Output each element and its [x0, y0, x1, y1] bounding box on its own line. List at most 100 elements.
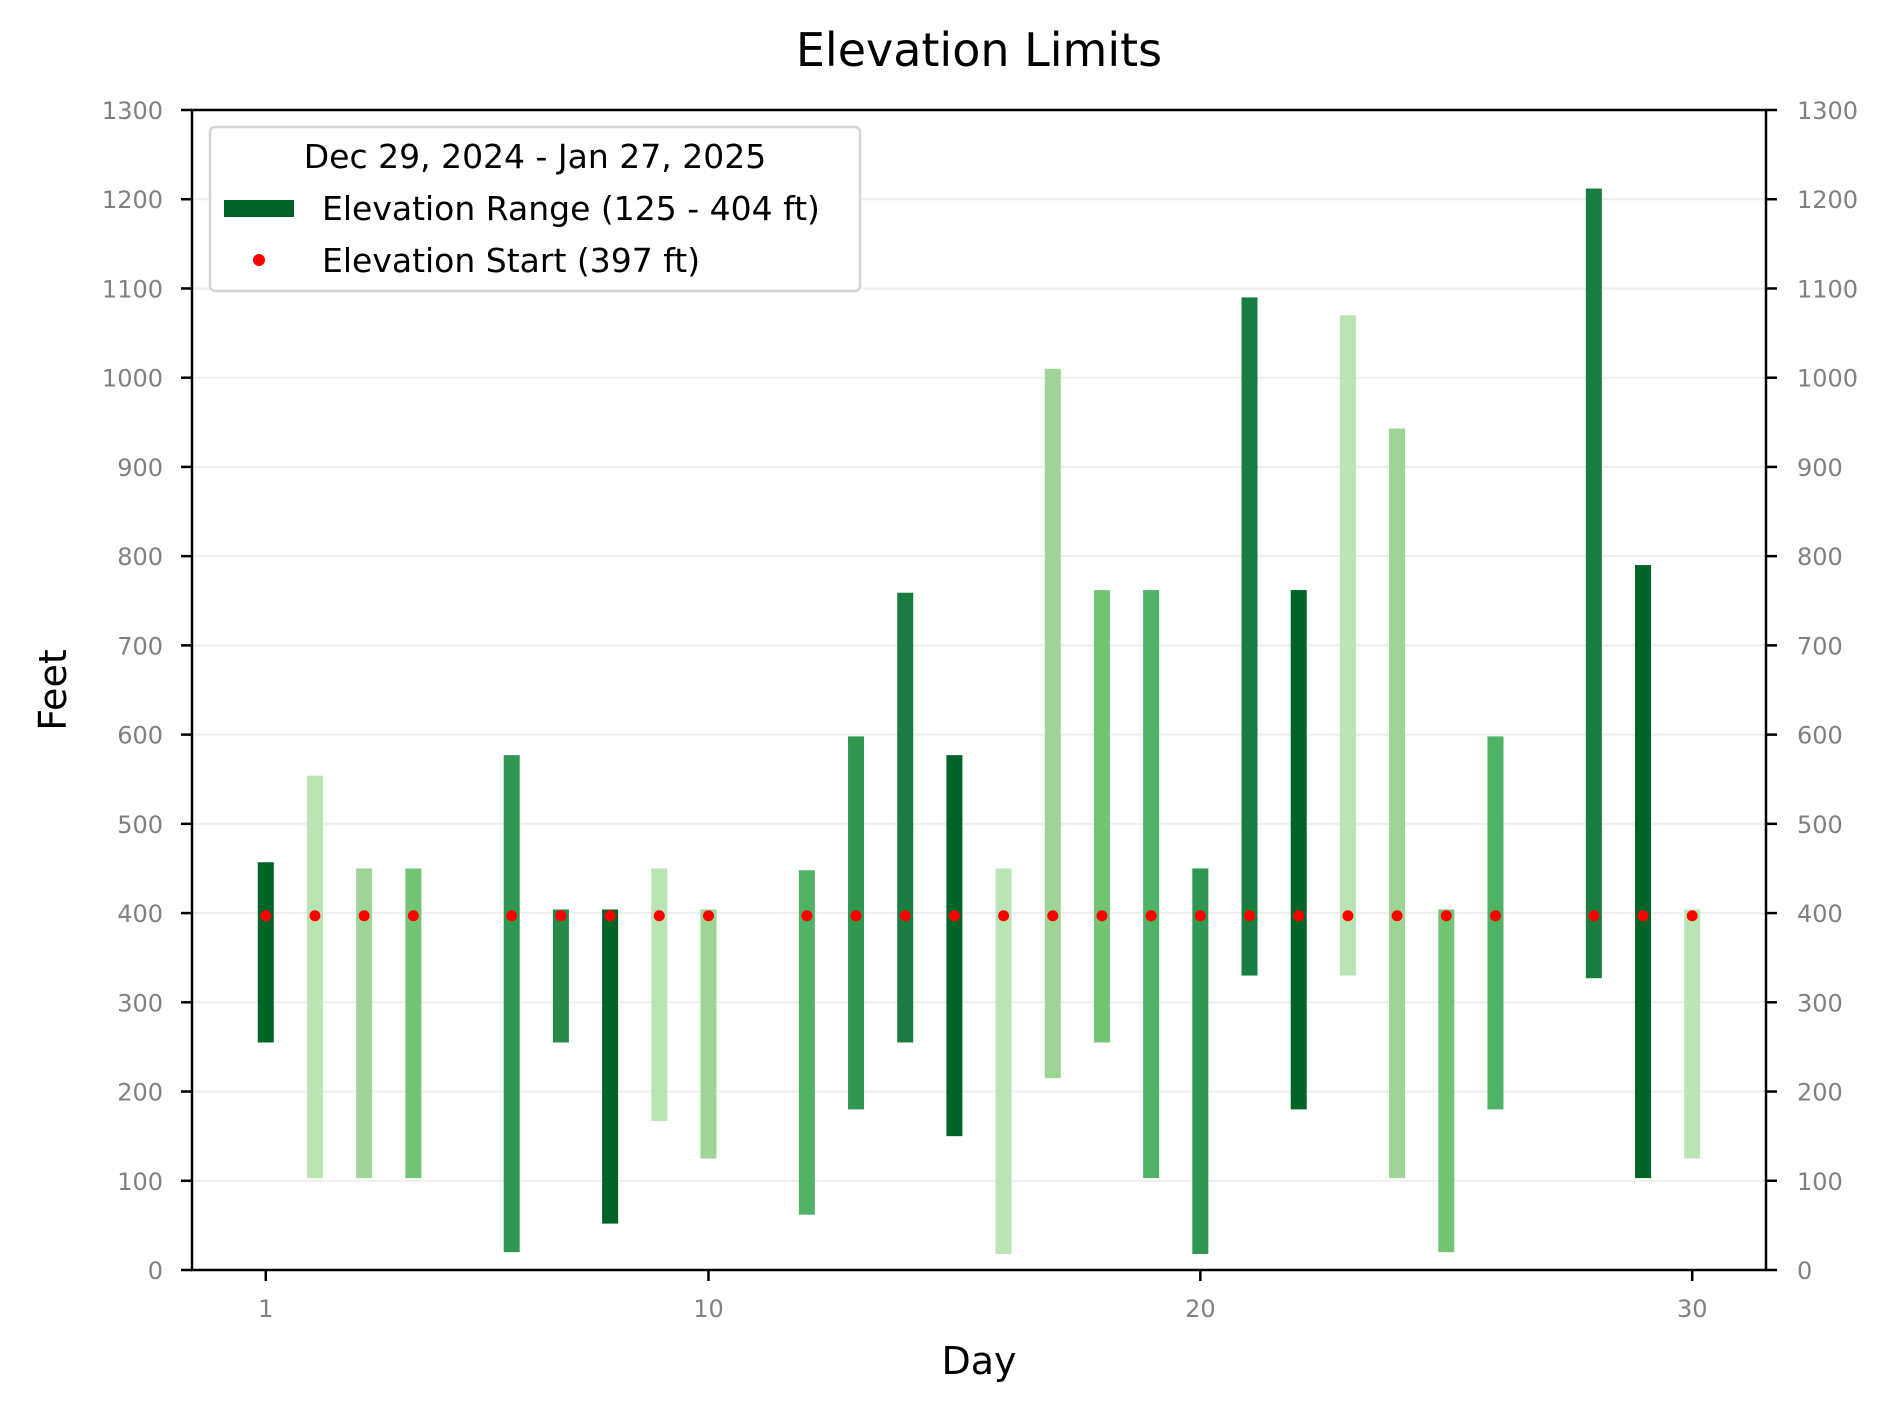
y-tick-label-left: 300: [117, 989, 163, 1017]
y-tick-label-left: 200: [117, 1079, 163, 1107]
legend-box: [208, 125, 862, 293]
legend-start-marker: [253, 254, 265, 266]
elevation-start-point: [1293, 910, 1305, 922]
elevation-range-bar: [798, 870, 815, 1215]
elevation-range-bar: [1241, 297, 1258, 976]
elevation-start-point: [1588, 910, 1600, 922]
elevation-range-bars: [257, 188, 1701, 1254]
elevation-start-point: [506, 910, 518, 922]
y-tick-label-left: 1300: [102, 97, 163, 125]
y-tick-label-left: 400: [117, 900, 163, 928]
elevation-range-bar: [651, 868, 668, 1121]
elevation-range-bar: [1635, 565, 1652, 1179]
elevation-start-point: [653, 910, 665, 922]
y-tick-label-left: 800: [117, 543, 163, 571]
elevation-start-point: [1244, 910, 1256, 922]
elevation-range-bar: [1487, 736, 1504, 1110]
y-tick-label-right: 1000: [1797, 365, 1858, 393]
elevation-range-bar: [848, 736, 865, 1110]
elevation-range-bar: [946, 755, 963, 1137]
y-tick-label-right: 800: [1797, 543, 1843, 571]
elevation-range-bar: [1438, 909, 1455, 1253]
y-tick-label-right: 700: [1797, 632, 1843, 660]
elevation-range-bar: [1389, 428, 1406, 1179]
elevation-start-point: [407, 910, 419, 922]
y-tick-label-left: 700: [117, 632, 163, 660]
elevation-start-point: [555, 910, 567, 922]
legend-title: Dec 29, 2024 - Jan 27, 2025: [304, 137, 767, 176]
y-tick-label-right: 1100: [1797, 275, 1858, 303]
x-axis-title: Day: [941, 1339, 1016, 1383]
y-tick-label-right: 100: [1797, 1168, 1843, 1196]
elevation-start-point: [1489, 910, 1501, 922]
y-tick-label-left: 500: [117, 811, 163, 839]
elevation-range-bar: [405, 868, 422, 1179]
legend: Dec 29, 2024 - Jan 27, 2025 Elevation Ra…: [208, 125, 862, 293]
elevation-start-point: [801, 910, 813, 922]
elevation-start-point: [1637, 910, 1649, 922]
y-tick-label-left: 1000: [102, 365, 163, 393]
y-tick-label-right: 0: [1797, 1257, 1812, 1285]
y-tick-label-left: 1200: [102, 186, 163, 214]
elevation-start-point: [1096, 910, 1108, 922]
elevation-range-bar: [1339, 315, 1356, 976]
elevation-range-bar: [503, 755, 520, 1253]
elevation-range-bar: [257, 862, 274, 1043]
elevation-range-bar: [602, 909, 619, 1224]
elevation-start-point: [998, 910, 1010, 922]
elevation-start-point: [309, 910, 321, 922]
y-tick-label-left: 100: [117, 1168, 163, 1196]
y-tick-label-left: 600: [117, 722, 163, 750]
y-tick-label-right: 1300: [1797, 97, 1858, 125]
elevation-range-bar: [1585, 188, 1602, 979]
elevation-start-point: [1440, 910, 1452, 922]
elevation-start-point: [260, 910, 272, 922]
elevation-range-bar: [1093, 590, 1110, 1043]
legend-range-swatch: [224, 200, 294, 217]
elevation-range-bar: [1684, 909, 1701, 1159]
elevation-start-point: [1194, 910, 1206, 922]
y-axis-title: Feet: [31, 649, 75, 730]
x-tick-label: 10: [693, 1295, 724, 1323]
elevation-start-point: [1342, 910, 1354, 922]
y-tick-label-left: 1100: [102, 275, 163, 303]
y-tick-label-right: 600: [1797, 722, 1843, 750]
x-tick-label: 20: [1185, 1295, 1216, 1323]
axes: 0 0 100 100 200 200 300 300 400 400 500 500 600 600 70…: [102, 97, 1858, 1323]
elevation-start-point: [1686, 910, 1698, 922]
elevation-range-bar: [897, 592, 914, 1043]
elevation-range-bar: [1290, 590, 1307, 1110]
elevation-start-points: [260, 910, 1698, 922]
legend-range-label: Elevation Range (125 - 404 ft): [322, 189, 820, 228]
x-tick-label: 30: [1677, 1295, 1708, 1323]
y-tick-label-left: 900: [117, 454, 163, 482]
plot-frame: [190, 108, 1768, 1272]
elevation-start-point: [1391, 910, 1403, 922]
elevation-start-point: [948, 910, 960, 922]
elevation-start-point: [850, 910, 862, 922]
elevation-range-bar: [1192, 868, 1209, 1254]
elevation-start-point: [1047, 910, 1059, 922]
elevation-start-point: [358, 910, 370, 922]
elevation-range-bar: [1044, 368, 1061, 1079]
y-tick-label-right: 900: [1797, 454, 1843, 482]
y-tick-label-right: 400: [1797, 900, 1843, 928]
elevation-range-bar: [552, 909, 569, 1043]
elevation-range-bar: [356, 868, 373, 1179]
y-tick-label-right: 500: [1797, 811, 1843, 839]
elevation-range-bar: [995, 868, 1012, 1254]
y-tick-label-right: 300: [1797, 989, 1843, 1017]
elevation-start-point: [702, 910, 714, 922]
chart-title: Elevation Limits: [796, 23, 1162, 77]
y-tick-label-left: 0: [148, 1257, 163, 1285]
elevation-start-point: [1145, 910, 1157, 922]
elevation-range-bar: [1143, 590, 1160, 1179]
elevation-start-point: [899, 910, 911, 922]
x-tick-label: 1: [258, 1295, 273, 1323]
y-tick-label-right: 1200: [1797, 186, 1858, 214]
legend-start-label: Elevation Start (397 ft): [322, 241, 700, 280]
elevation-range-bar: [306, 775, 323, 1179]
elevation-start-point: [604, 910, 616, 922]
y-tick-label-right: 200: [1797, 1079, 1843, 1107]
